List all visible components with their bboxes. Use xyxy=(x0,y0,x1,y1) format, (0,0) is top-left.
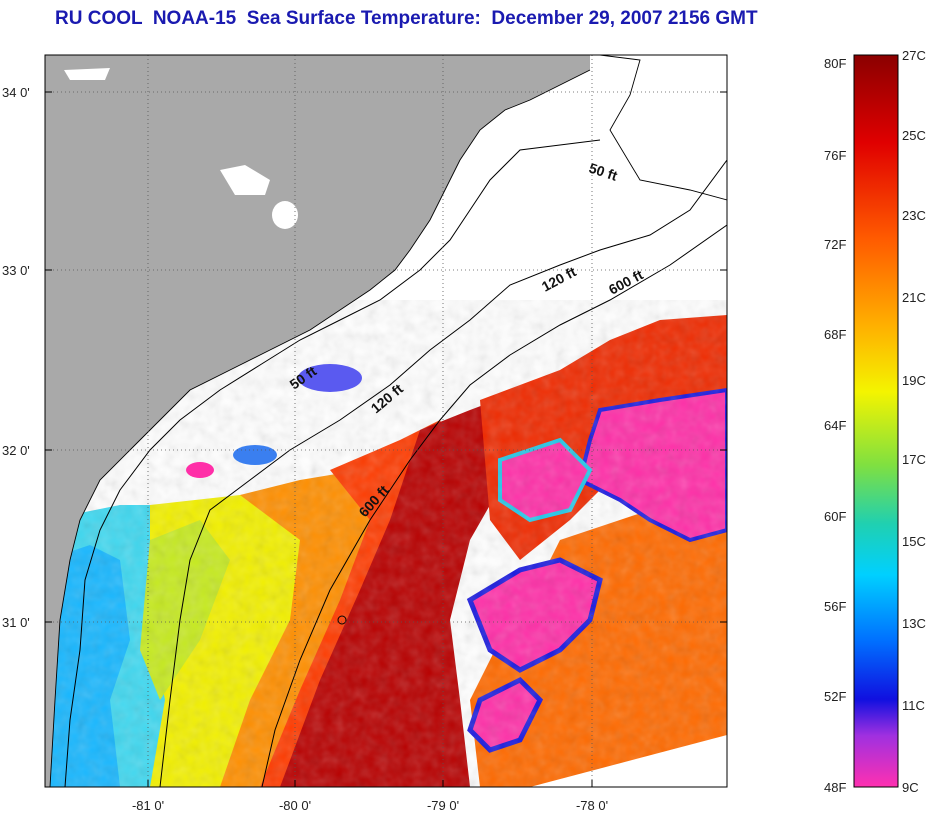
lat-tick-label: 33 0' xyxy=(2,263,30,278)
land-cloud-2 xyxy=(220,165,270,195)
land-cloud-1 xyxy=(64,68,110,80)
lon-tick-label: -80 0' xyxy=(279,798,311,813)
shelf-patch-1 xyxy=(298,364,362,392)
contour-120ft xyxy=(159,159,727,787)
lon-tick-label: -81 0' xyxy=(132,798,164,813)
station-marker xyxy=(337,615,347,625)
land-cloud-3 xyxy=(272,201,298,229)
lon-tick-label: -78 0' xyxy=(576,798,608,813)
coastline xyxy=(49,69,591,787)
contour-50ft xyxy=(64,139,601,787)
map-title: RU COOL NOAA-15 Sea Surface Temperature:… xyxy=(55,8,758,29)
graticule xyxy=(45,55,727,787)
cloud-lower-right xyxy=(530,735,727,787)
land-mass xyxy=(45,55,590,787)
lat-tick-label: 31 0' xyxy=(2,615,30,630)
lat-tick-label: 32 0' xyxy=(2,443,30,458)
tick-marks xyxy=(45,91,727,787)
shelf-patch-2 xyxy=(233,445,277,465)
shelf-patch-3 xyxy=(186,462,214,478)
map-frame xyxy=(44,54,728,788)
coastline-north xyxy=(599,55,727,201)
lon-tick-label: -79 0' xyxy=(427,798,459,813)
lat-tick-label: 34 0' xyxy=(2,85,30,100)
contour-600ft xyxy=(261,224,727,787)
